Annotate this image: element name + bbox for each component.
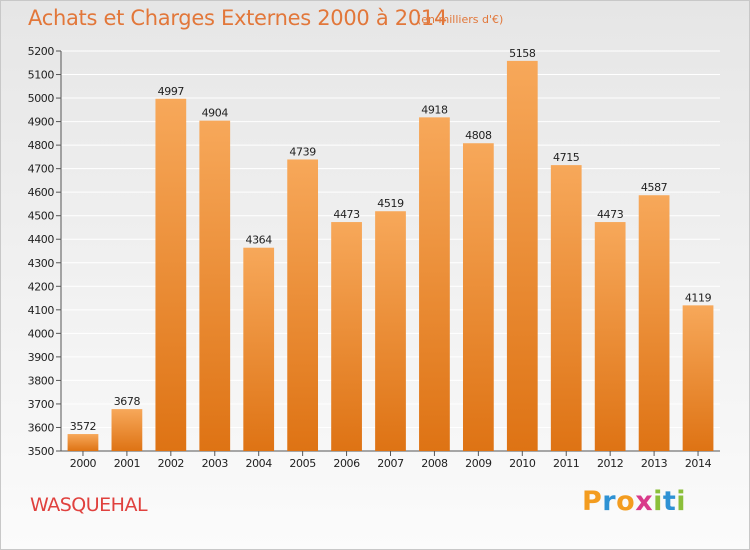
x-tick-label: 2004: [245, 457, 272, 470]
y-tick-label: 5200: [28, 45, 55, 58]
y-tick-label: 3600: [28, 421, 55, 434]
x-tick-label: 2007: [377, 457, 404, 470]
bar-2014: [682, 305, 714, 451]
y-tick-label: 3700: [28, 398, 55, 411]
logo-letter: r: [602, 486, 617, 517]
data-label-2006: 4473: [333, 208, 360, 221]
bar-2007: [375, 211, 406, 451]
x-tick-label: 2012: [597, 457, 623, 470]
bar-2000: [67, 434, 99, 451]
bar-2010: [506, 60, 538, 451]
x-tick-label: 2000: [70, 457, 97, 470]
x-tick-label: 2010: [509, 457, 536, 470]
y-tick-label: 4000: [28, 327, 55, 340]
data-label-2007: 4519: [377, 197, 404, 210]
data-label-2004: 4364: [245, 234, 272, 247]
data-label-2013: 4587: [641, 181, 668, 194]
y-tick-label: 4300: [28, 257, 55, 270]
y-tick-label: 4900: [28, 116, 55, 129]
data-label-2010: 5158: [509, 47, 536, 60]
data-label-2009: 4808: [465, 129, 492, 142]
x-tick-label: 2005: [289, 457, 316, 470]
data-label-2000: 3572: [70, 420, 96, 433]
commune-name: WASQUEHAL: [30, 494, 148, 516]
bar-2008: [419, 117, 450, 452]
y-tick-label: 3800: [28, 374, 55, 387]
x-tick-label: 2006: [333, 457, 360, 470]
logo-letter: i: [653, 486, 663, 517]
data-labels: 3572 3678 4997 4904 4364 4739 4473 4519 4918 4808…: [70, 47, 712, 433]
x-tick-label: 2009: [465, 457, 492, 470]
y-tick-label: 4500: [28, 210, 55, 223]
data-label-2002: 4997: [158, 85, 185, 98]
y-tick-label: 5000: [28, 92, 55, 105]
bar-2002: [155, 98, 187, 451]
logo-letter: x: [635, 486, 654, 517]
bar-2013: [638, 195, 670, 451]
x-tick-label: 2008: [421, 457, 448, 470]
data-label-2008: 4918: [421, 103, 448, 116]
data-label-2011: 4715: [553, 151, 580, 164]
y-tick-label: 5100: [28, 69, 55, 82]
x-tick-label: 2001: [114, 457, 140, 470]
x-tick-label: 2011: [553, 457, 579, 470]
bar-2011: [550, 165, 582, 451]
bars: [67, 60, 714, 452]
x-tick-label: 2013: [641, 457, 668, 470]
logo-letter: o: [616, 486, 636, 517]
y-tick-label: 3900: [28, 351, 55, 364]
x-tick-label: 2002: [158, 457, 184, 470]
data-label-2001: 3678: [114, 395, 141, 408]
y-tick-label: 4800: [28, 139, 55, 152]
y-tick-label: 4700: [28, 163, 55, 176]
y-tick-label: 4600: [28, 186, 55, 199]
y-tick-label: 4100: [28, 304, 55, 317]
x-tick-label: 2014: [685, 457, 712, 470]
bar-2005: [287, 159, 319, 451]
x-tick-label: 2003: [202, 457, 229, 470]
data-label-2005: 4739: [289, 145, 316, 158]
logo-letter: i: [676, 486, 687, 517]
chart-title: Achats et Charges Externes 2000 à 2014: [28, 6, 448, 30]
logo-letter: t: [662, 486, 677, 517]
bar-2009: [462, 143, 494, 451]
data-label-2012: 4473: [597, 208, 624, 221]
bar-2003: [199, 120, 231, 451]
y-tick-label: 4400: [28, 233, 55, 246]
bar-2006: [331, 222, 362, 451]
tick-labels: 3500 3600 3700 3800 3900 4000 4100 4200 4300 4400…: [28, 45, 712, 470]
chart-subtitle: (en milliers d'€): [417, 13, 504, 26]
data-label-2014: 4119: [685, 291, 712, 304]
proxiti-logo[interactable]: Proxiti: [582, 486, 686, 517]
bar-2004: [243, 247, 275, 451]
data-label-2003: 4904: [202, 107, 229, 120]
y-tick-label: 3500: [28, 445, 55, 458]
bar-2001: [111, 409, 143, 451]
bar-2012: [594, 222, 626, 451]
y-tick-label: 4200: [28, 280, 55, 293]
logo-letter: P: [582, 486, 603, 517]
